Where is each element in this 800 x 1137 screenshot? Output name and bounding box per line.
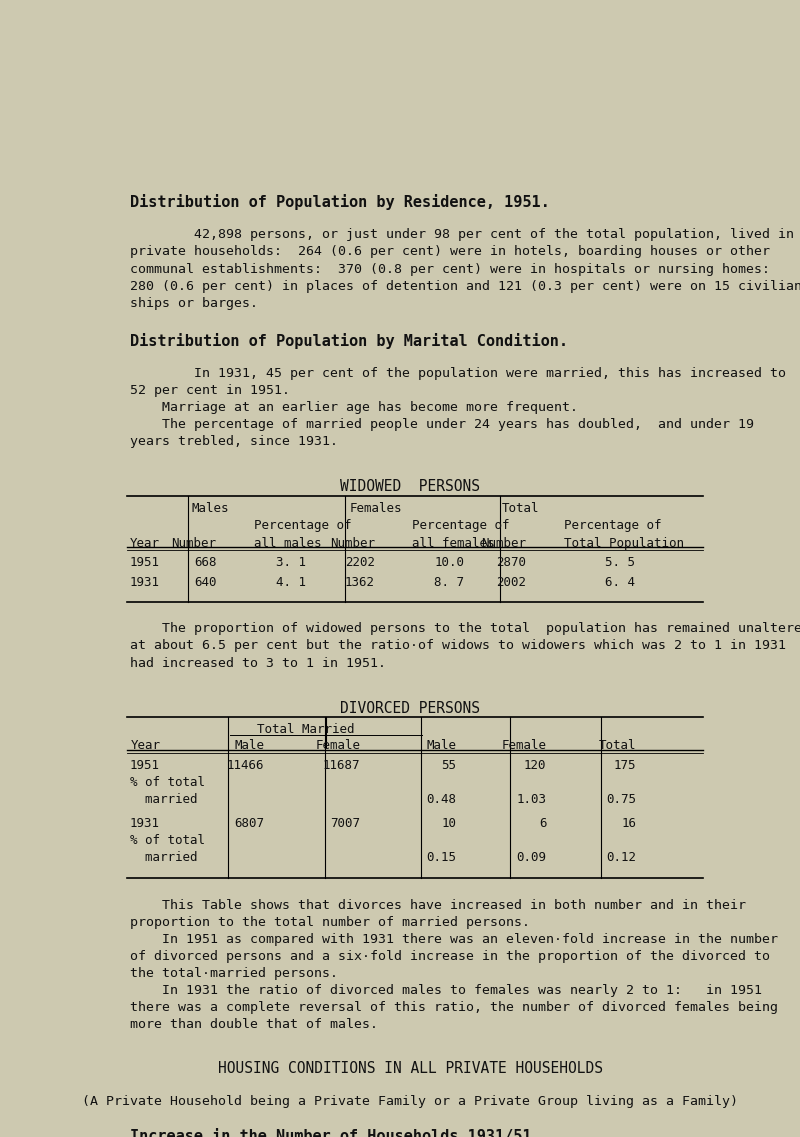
Text: Marriage at an earlier age has become more frequent.: Marriage at an earlier age has become mo…	[130, 401, 578, 414]
Text: Distribution of Population by Residence, 1951.: Distribution of Population by Residence,…	[130, 194, 550, 210]
Text: 3. 1: 3. 1	[276, 556, 306, 568]
Text: married: married	[130, 792, 198, 806]
Text: ships or barges.: ships or barges.	[130, 297, 258, 309]
Text: 42,898 persons, or just under 98 per cent of the total population, lived in: 42,898 persons, or just under 98 per cen…	[130, 229, 794, 241]
Text: 6807: 6807	[234, 816, 264, 830]
Text: 175: 175	[614, 758, 636, 772]
Text: 2870: 2870	[497, 556, 526, 568]
Text: at about 6.5 per cent but the ratio·of widows to widowers which was 2 to 1 in 19: at about 6.5 per cent but the ratio·of w…	[130, 639, 786, 653]
Text: Distribution of Population by Marital Condition.: Distribution of Population by Marital Co…	[130, 332, 568, 349]
Text: 16: 16	[622, 816, 636, 830]
Text: DIVORCED PERSONS: DIVORCED PERSONS	[340, 700, 480, 716]
Text: 640: 640	[194, 576, 217, 589]
Text: 6. 4: 6. 4	[605, 576, 634, 589]
Text: 10.0: 10.0	[434, 556, 464, 568]
Text: % of total: % of total	[130, 833, 205, 847]
Text: all females: all females	[412, 537, 494, 549]
Text: 668: 668	[194, 556, 217, 568]
Text: 1362: 1362	[345, 576, 374, 589]
Text: 0.12: 0.12	[606, 850, 636, 864]
Text: 1931: 1931	[130, 576, 160, 589]
Text: 0.48: 0.48	[426, 792, 457, 806]
Text: The percentage of married people under 24 years has doubled,  and under 19: The percentage of married people under 2…	[130, 418, 754, 431]
Text: % of total: % of total	[130, 775, 205, 789]
Text: private households:  264 (0.6 per cent) were in hotels, boarding houses or other: private households: 264 (0.6 per cent) w…	[130, 246, 770, 258]
Text: 1951: 1951	[130, 556, 160, 568]
Text: married: married	[130, 850, 198, 864]
Text: 4. 1: 4. 1	[276, 576, 306, 589]
Text: 11466: 11466	[227, 758, 264, 772]
Text: Percentage of: Percentage of	[254, 520, 351, 532]
Text: (A Private Household being a Private Family or a Private Group living as a Famil: (A Private Household being a Private Fam…	[82, 1095, 738, 1107]
Text: In 1951 as compared with 1931 there was an eleven·fold increase in the number: In 1951 as compared with 1931 there was …	[130, 932, 778, 946]
Text: The proportion of widowed persons to the total  population has remained unaltere: The proportion of widowed persons to the…	[130, 622, 800, 636]
Text: all males: all males	[254, 537, 322, 549]
Text: Number: Number	[171, 537, 217, 549]
Text: Female: Female	[502, 739, 546, 753]
Text: Total: Total	[502, 501, 539, 515]
Text: Male: Male	[234, 739, 264, 753]
Text: Total Population: Total Population	[564, 537, 684, 549]
Text: the total·married persons.: the total·married persons.	[130, 966, 338, 980]
Text: Percentage of: Percentage of	[564, 520, 662, 532]
Text: This Table shows that divorces have increased in both number and in their: This Table shows that divorces have incr…	[130, 898, 746, 912]
Text: 2002: 2002	[497, 576, 526, 589]
Text: had increased to 3 to 1 in 1951.: had increased to 3 to 1 in 1951.	[130, 656, 386, 670]
Text: 120: 120	[524, 758, 546, 772]
Text: 2202: 2202	[345, 556, 374, 568]
Text: 6: 6	[539, 816, 546, 830]
Text: Percentage of: Percentage of	[412, 520, 510, 532]
Text: Year: Year	[130, 537, 160, 549]
Text: In 1931, 45 per cent of the population were married, this has increased to: In 1931, 45 per cent of the population w…	[130, 366, 786, 380]
Text: Number: Number	[330, 537, 374, 549]
Text: of divorced persons and a six·fold increase in the proportion of the divorced to: of divorced persons and a six·fold incre…	[130, 949, 770, 963]
Text: Total Married: Total Married	[258, 723, 355, 736]
Text: Female: Female	[315, 739, 360, 753]
Text: Year: Year	[130, 739, 161, 753]
Text: In 1931 the ratio of divorced males to females was nearly 2 to 1:   in 1951: In 1931 the ratio of divorced males to f…	[130, 984, 762, 997]
Text: 52 per cent in 1951.: 52 per cent in 1951.	[130, 383, 290, 397]
Text: Males: Males	[192, 501, 230, 515]
Text: 55: 55	[442, 758, 457, 772]
Text: Total: Total	[598, 739, 636, 753]
Text: Females: Females	[350, 501, 402, 515]
Text: 7007: 7007	[330, 816, 360, 830]
Text: 1931: 1931	[130, 816, 160, 830]
Text: 8. 7: 8. 7	[434, 576, 464, 589]
Text: Male: Male	[426, 739, 457, 753]
Text: Number: Number	[482, 537, 526, 549]
Text: 1951: 1951	[130, 758, 160, 772]
Text: 280 (0.6 per cent) in places of detention and 121 (0.3 per cent) were on 15 civi: 280 (0.6 per cent) in places of detentio…	[130, 280, 800, 292]
Text: 5. 5: 5. 5	[605, 556, 634, 568]
Text: communal establishments:  370 (0.8 per cent) were in hospitals or nursing homes:: communal establishments: 370 (0.8 per ce…	[130, 263, 770, 275]
Text: proportion to the total number of married persons.: proportion to the total number of marrie…	[130, 915, 530, 929]
Text: Increase in the Number of Households 1931/51.: Increase in the Number of Households 193…	[130, 1129, 540, 1137]
Text: HOUSING CONDITIONS IN ALL PRIVATE HOUSEHOLDS: HOUSING CONDITIONS IN ALL PRIVATE HOUSEH…	[218, 1061, 602, 1076]
Text: 0.15: 0.15	[426, 850, 457, 864]
Text: 11687: 11687	[323, 758, 360, 772]
Text: 0.75: 0.75	[606, 792, 636, 806]
Text: 1.03: 1.03	[517, 792, 546, 806]
Text: years trebled, since 1931.: years trebled, since 1931.	[130, 435, 338, 448]
Text: WIDOWED  PERSONS: WIDOWED PERSONS	[340, 480, 480, 495]
Text: more than double that of males.: more than double that of males.	[130, 1018, 378, 1031]
Text: 0.09: 0.09	[517, 850, 546, 864]
Text: there was a complete reversal of this ratio, the number of divorced females bein: there was a complete reversal of this ra…	[130, 1001, 778, 1014]
Text: 10: 10	[442, 816, 457, 830]
